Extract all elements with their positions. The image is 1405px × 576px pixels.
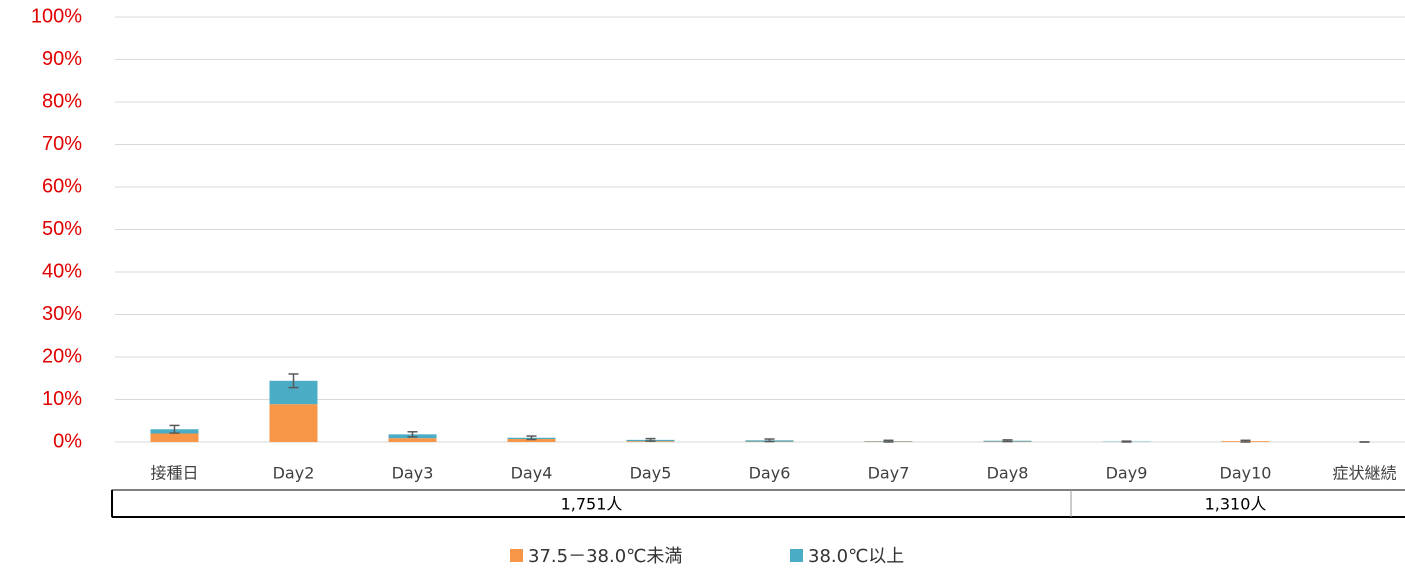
bar-segment — [269, 404, 318, 442]
y-tick-label: 0% — [53, 430, 82, 452]
bar-segment — [507, 439, 556, 442]
x-tick-label: Day4 — [511, 464, 553, 483]
error-bar — [1240, 439, 1251, 443]
y-tick-label: 40% — [42, 260, 82, 282]
legend-swatch — [790, 549, 803, 562]
bar-segment — [150, 433, 199, 442]
bar-segment — [269, 380, 318, 405]
y-tick-label: 60% — [42, 175, 82, 197]
x-tick-label: Day6 — [749, 464, 791, 483]
y-tick-label: 80% — [42, 90, 82, 112]
x-tick-label: 症状継続 — [1332, 464, 1396, 483]
error-bar — [526, 435, 537, 441]
sample-size: 1,310人 — [1205, 495, 1267, 514]
y-tick-label: 10% — [42, 388, 82, 410]
legend-swatch — [510, 549, 523, 562]
x-tick-label: Day7 — [868, 464, 910, 483]
x-tick-label: Day5 — [630, 464, 672, 483]
error-bar — [1121, 440, 1132, 443]
y-tick-label: 90% — [42, 48, 82, 70]
y-tick-label: 100% — [31, 5, 82, 27]
legend-label: 38.0℃以上 — [808, 546, 904, 567]
x-tick-label: Day9 — [1106, 464, 1148, 483]
error-bar — [288, 373, 299, 389]
legend-label: 37.5－38.0℃未満 — [528, 546, 682, 567]
y-tick-label: 50% — [42, 218, 82, 240]
error-bar — [883, 439, 894, 443]
error-bar — [764, 438, 775, 443]
sample-size: 1,751人 — [561, 495, 623, 514]
x-tick-label: 接種日 — [150, 464, 198, 483]
x-tick-label: Day2 — [273, 464, 315, 483]
error-bar — [645, 437, 656, 442]
x-tick-label: Day3 — [392, 464, 434, 483]
y-tick-label: 30% — [42, 303, 82, 325]
bar-segment — [388, 438, 437, 442]
error-bar — [169, 424, 180, 434]
error-bar — [1002, 439, 1013, 443]
y-tick-label: 70% — [42, 133, 82, 155]
x-tick-label: Day10 — [1220, 464, 1272, 483]
x-tick-label: Day8 — [987, 464, 1029, 483]
error-bar — [407, 431, 418, 438]
y-tick-label: 20% — [42, 345, 82, 367]
